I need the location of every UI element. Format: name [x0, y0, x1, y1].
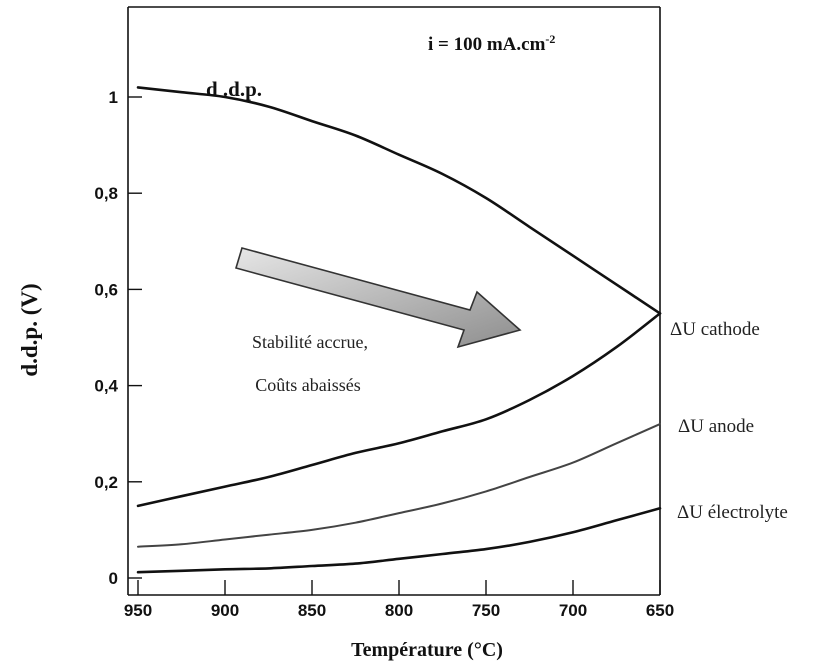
y-tick-label: 0,8 [94, 184, 118, 203]
x-tick-label: 850 [298, 601, 326, 620]
x-tick-label: 950 [124, 601, 152, 620]
series-lines [138, 87, 660, 572]
x-tick-label: 650 [646, 601, 674, 620]
ddp-line [138, 87, 660, 313]
series-label-cathode: ΔU cathode [670, 319, 760, 340]
y-tick-label: 0,6 [94, 280, 118, 299]
series-label-electrolyte: ΔU électrolyte [677, 502, 788, 523]
cathode-line [138, 313, 660, 506]
y-axis-title: d.d.p. (V) [17, 283, 42, 376]
y-tick-label: 0,2 [94, 473, 118, 492]
annotation-line-1: Stabilité accrue, [252, 332, 368, 352]
series-label-ddp: d .d.p. [206, 77, 262, 101]
y-tick-label: 1 [109, 88, 118, 107]
series-label-anode: ΔU anode [678, 416, 754, 437]
x-tick-label: 800 [385, 601, 413, 620]
x-axis-title: Température (°C) [351, 639, 503, 661]
x-tick-label: 750 [472, 601, 500, 620]
annotation-line-2: Coûts abaissés [255, 375, 361, 395]
y-tick-label: 0 [109, 569, 118, 588]
ticks: 950 900 850 800 750 700 650 0 0,2 0,4 0,6 0,8 1 [94, 88, 674, 620]
x-tick-label: 900 [211, 601, 239, 620]
x-tick-label: 700 [559, 601, 587, 620]
y-tick-label: 0,4 [94, 377, 118, 396]
condition-label: i = 100 mA.cm-2 [428, 32, 555, 55]
